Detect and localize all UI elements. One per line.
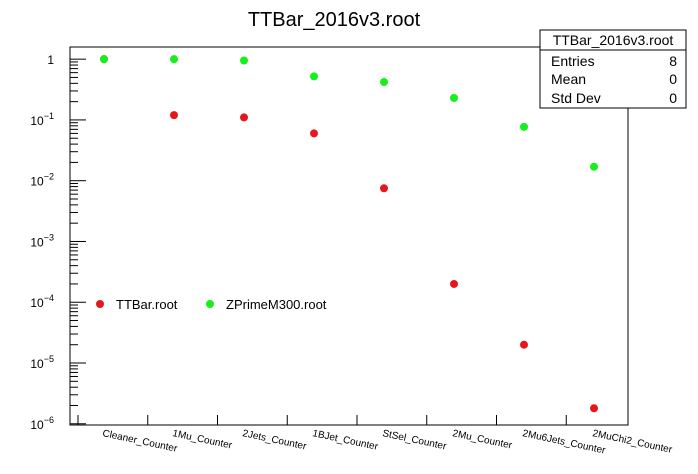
x-category-label: Cleaner_Counter: [101, 428, 178, 455]
point-zprime: [170, 55, 178, 64]
point-zprime: [240, 56, 248, 65]
y-tick-label: 10−2: [30, 172, 54, 189]
y-tick-label: 1: [47, 53, 54, 67]
stats-title: TTBar_2016v3.root: [553, 32, 674, 48]
y-tick-label: 10−1: [30, 111, 54, 128]
chart-title: TTBar_2016v3.root: [248, 9, 421, 31]
x-category-label: 1Mu_Counter: [171, 428, 233, 451]
point-ttbar: [520, 340, 528, 349]
point-ttbar: [170, 111, 178, 120]
x-category-label: 2Mu_Counter: [451, 428, 513, 451]
legend-marker: [96, 300, 104, 308]
x-category-label: 2Jets_Counter: [241, 428, 308, 452]
point-ttbar: [380, 184, 388, 193]
point-zprime: [590, 162, 598, 171]
point-zprime: [450, 93, 458, 102]
legend-label: TTBar.root: [116, 297, 178, 312]
stats-entries-value: 8: [669, 53, 677, 69]
y-tick-label: 10−4: [30, 293, 54, 310]
point-ttbar: [240, 113, 248, 122]
stats-box: TTBar_2016v3.root Entries 8 Mean 0 Std D…: [539, 29, 687, 109]
stats-stddev-label: Std Dev: [551, 90, 601, 106]
point-zprime: [310, 72, 318, 81]
legend: TTBar.root ZPrimeM300.root: [96, 297, 327, 312]
y-axis: 10−6 10−5 10−4 10−3 10−2 10−1 1: [30, 53, 86, 432]
x-category-label: 1BJet_Counter: [311, 428, 379, 453]
y-tick-label: 10−3: [30, 232, 54, 249]
point-zprime: [380, 78, 388, 87]
stats-mean-value: 0: [669, 71, 677, 87]
point-zprime: [100, 55, 108, 64]
data-points: [100, 55, 598, 413]
plot-frame: [69, 46, 629, 426]
stats-stddev-value: 0: [669, 90, 677, 106]
point-ttbar: [590, 404, 598, 413]
legend-label: ZPrimeM300.root: [226, 297, 327, 312]
y-tick-label: 10−6: [30, 415, 54, 432]
point-ttbar: [310, 129, 318, 138]
point-zprime: [520, 122, 528, 131]
stats-entries-label: Entries: [551, 53, 595, 69]
y-tick-label: 10−5: [30, 354, 54, 371]
legend-marker: [206, 300, 214, 308]
stats-mean-label: Mean: [551, 71, 586, 87]
x-category-label: StSel_Counter: [381, 428, 448, 452]
point-ttbar: [450, 279, 458, 288]
